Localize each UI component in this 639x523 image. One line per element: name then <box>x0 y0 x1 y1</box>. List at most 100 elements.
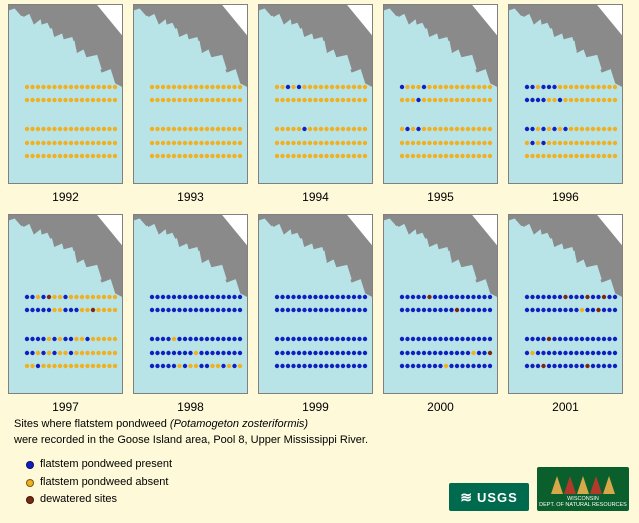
site-dot <box>416 364 420 368</box>
site-dot <box>405 351 409 355</box>
site-dot <box>400 154 404 158</box>
site-dot <box>188 364 192 368</box>
site-dot <box>411 308 415 312</box>
site-dot <box>357 98 361 102</box>
site-dot <box>525 351 529 355</box>
site-dot <box>155 154 159 158</box>
site-dot <box>460 154 464 158</box>
site-dot <box>63 295 67 299</box>
site-dot <box>291 295 295 299</box>
site-dot <box>405 308 409 312</box>
site-dot <box>166 85 170 89</box>
site-dot <box>488 351 492 355</box>
site-dot <box>308 351 312 355</box>
site-dot <box>591 154 595 158</box>
site-dot <box>552 85 556 89</box>
site-dot <box>602 127 606 131</box>
site-dot <box>102 98 106 102</box>
site-dot <box>530 154 534 158</box>
site-dot <box>107 337 111 341</box>
site-dot <box>150 308 154 312</box>
map-panel-1996: 1996 <box>508 4 623 204</box>
site-dot <box>330 295 334 299</box>
site-dot <box>580 85 584 89</box>
site-dot <box>69 85 73 89</box>
site-dot <box>107 351 111 355</box>
site-dot <box>460 337 464 341</box>
site-dot <box>547 85 551 89</box>
site-dot <box>291 127 295 131</box>
site-dot <box>363 337 367 341</box>
site-dot <box>80 85 84 89</box>
site-dot <box>297 85 301 89</box>
site-dot <box>319 85 323 89</box>
site-dot <box>286 337 290 341</box>
site-dot <box>96 364 100 368</box>
site-dot <box>563 141 567 145</box>
site-dot <box>444 364 448 368</box>
site-dot <box>302 308 306 312</box>
site-dot <box>52 351 56 355</box>
site-dot <box>216 351 220 355</box>
site-dot <box>477 85 481 89</box>
site-dot <box>41 85 45 89</box>
site-dot <box>541 308 545 312</box>
site-dot <box>91 98 95 102</box>
site-dot <box>530 127 534 131</box>
site-dot <box>227 308 231 312</box>
site-dot <box>460 295 464 299</box>
site-dot <box>210 85 214 89</box>
site-dot <box>80 127 84 131</box>
site-dot <box>238 295 242 299</box>
site-dot <box>346 154 350 158</box>
site-dot <box>477 98 481 102</box>
site-dot <box>297 154 301 158</box>
site-dot <box>58 141 62 145</box>
site-dot <box>438 351 442 355</box>
site-dot <box>210 154 214 158</box>
site-dot <box>558 85 562 89</box>
year-label: 1993 <box>133 184 248 204</box>
site-dot <box>411 364 415 368</box>
site-dot <box>232 154 236 158</box>
site-dot <box>85 127 89 131</box>
site-dot <box>427 154 431 158</box>
site-dot <box>547 154 551 158</box>
site-dot <box>455 85 459 89</box>
site-dot <box>585 141 589 145</box>
site-dot <box>199 337 203 341</box>
site-dot <box>438 127 442 131</box>
site-dot <box>177 364 181 368</box>
site-dot <box>596 351 600 355</box>
site-dot <box>335 141 339 145</box>
site-dot <box>63 308 67 312</box>
site-dot <box>275 98 279 102</box>
site-dot <box>438 98 442 102</box>
site-dot <box>558 98 562 102</box>
site-dot <box>221 308 225 312</box>
site-dot <box>150 351 154 355</box>
map-1996 <box>508 4 623 184</box>
site-dot <box>613 141 617 145</box>
site-dot <box>541 85 545 89</box>
site-dot <box>536 351 540 355</box>
site-dot <box>36 308 40 312</box>
site-dot <box>319 98 323 102</box>
site-dot <box>363 351 367 355</box>
site-dot <box>471 127 475 131</box>
site-dot <box>302 337 306 341</box>
site-dot <box>335 364 339 368</box>
site-dot <box>227 127 231 131</box>
site-dot <box>335 127 339 131</box>
site-dot <box>30 351 34 355</box>
site-dot <box>346 308 350 312</box>
site-dot <box>433 154 437 158</box>
site-dot <box>591 351 595 355</box>
site-dot <box>216 127 220 131</box>
map-panel-2000: 2000 <box>383 214 498 414</box>
year-label: 1994 <box>258 184 373 204</box>
site-dot <box>113 337 117 341</box>
site-dot <box>530 85 534 89</box>
site-dot <box>591 127 595 131</box>
site-dot <box>558 295 562 299</box>
